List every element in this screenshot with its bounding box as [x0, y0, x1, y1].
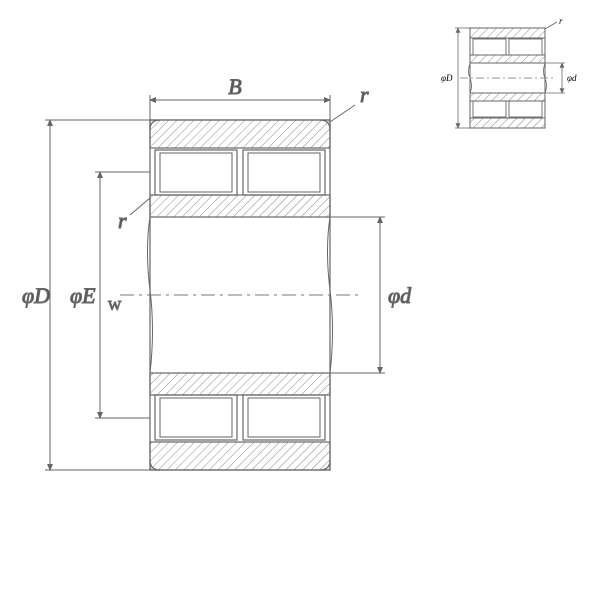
main-section — [120, 120, 360, 470]
bearing-diagram: B r r φD φE W φd — [0, 0, 600, 600]
thumb-label-inner: φd — [567, 73, 577, 83]
thumbnail-section: r φD φd — [441, 16, 577, 128]
bottom-rollers — [155, 395, 325, 440]
label-outer-dia: φD — [22, 283, 50, 308]
label-roller-dia: φE — [70, 283, 96, 308]
label-inner-dia: φd — [388, 283, 412, 308]
label-roller-dia-sub: W — [108, 299, 122, 314]
label-radius-left: r — [118, 208, 127, 233]
label-radius-top: r — [360, 82, 369, 107]
thumb-label-radius: r — [559, 16, 563, 26]
label-width: B — [228, 74, 241, 99]
thumb-label-outer: φD — [441, 73, 453, 83]
top-rollers — [155, 150, 325, 195]
